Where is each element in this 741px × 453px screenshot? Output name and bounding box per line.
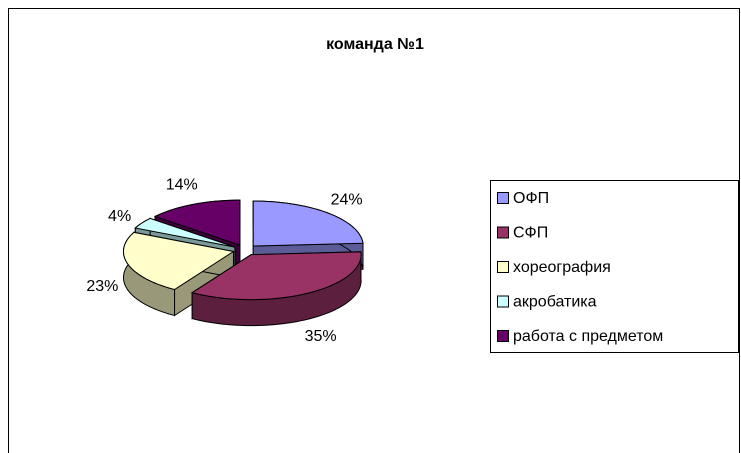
legend-label: работа с предметом <box>513 328 663 345</box>
legend-label: СФП <box>513 225 548 242</box>
legend <box>490 180 739 353</box>
pie-slice <box>190 251 362 327</box>
legend-swatch <box>497 192 509 204</box>
data-label: 4% <box>108 208 131 225</box>
slice-top <box>252 200 364 247</box>
legend-swatch <box>497 330 509 342</box>
data-label: 23% <box>86 278 118 295</box>
data-label: 24% <box>331 192 363 209</box>
legend-label: ОФП <box>513 190 549 207</box>
legend-label: хореография <box>513 259 611 276</box>
chart-border <box>8 8 740 453</box>
legend-swatch <box>497 261 509 273</box>
data-label: 14% <box>166 176 198 193</box>
chart-title: команда №1 <box>326 36 424 53</box>
data-label: 35% <box>305 328 337 345</box>
legend-swatch <box>497 295 509 308</box>
slice-top <box>153 199 241 246</box>
slice-top <box>190 251 362 301</box>
pie-slice <box>122 231 235 317</box>
slice-top <box>134 217 236 248</box>
legend-swatch <box>497 226 509 239</box>
slice-top <box>122 231 235 291</box>
legend-label: акробатика <box>513 294 597 311</box>
